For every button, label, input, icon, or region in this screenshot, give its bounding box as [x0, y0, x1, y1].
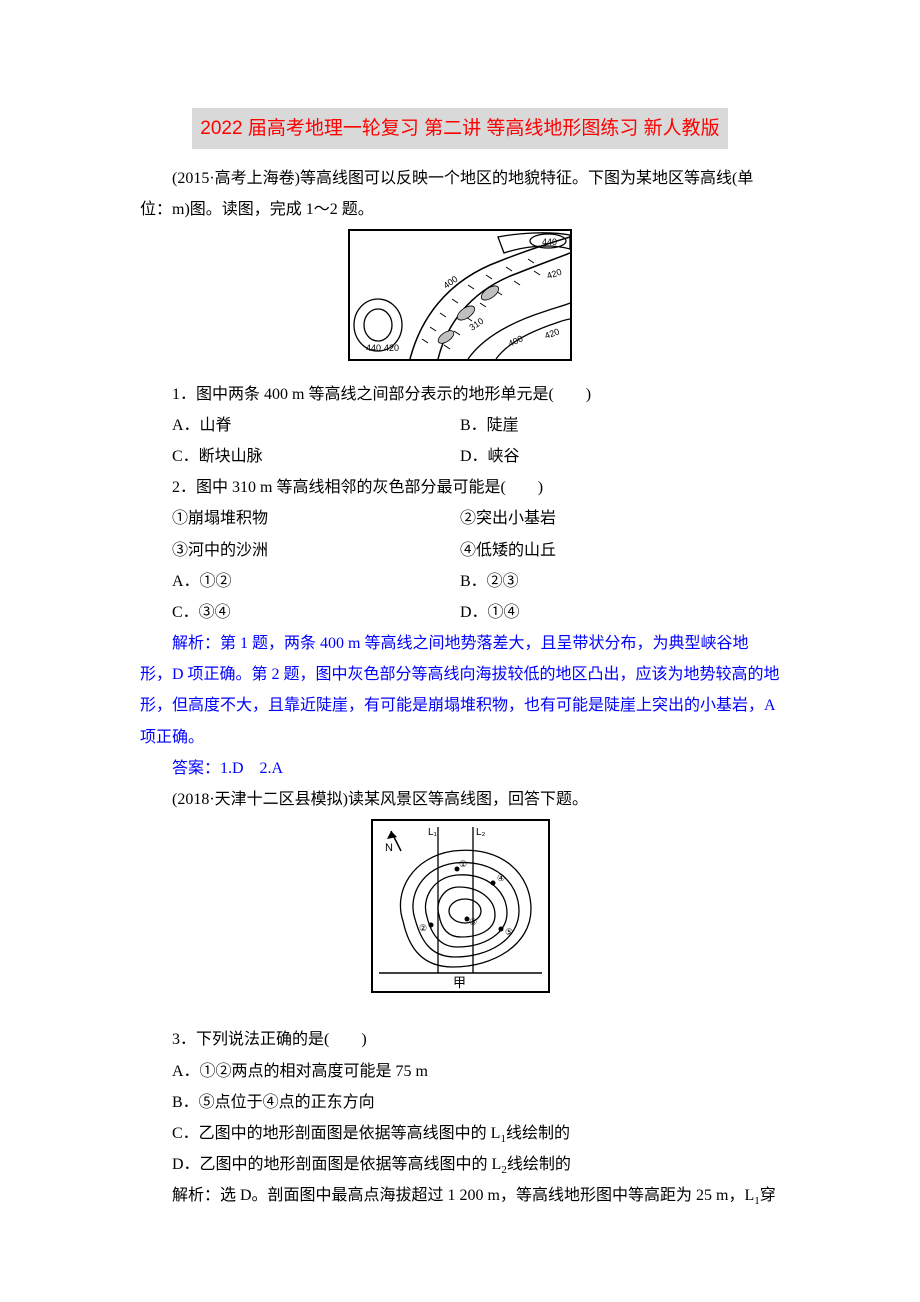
figure-2-wrap: N L₁ L₂ ① ② ③ ④: [140, 819, 780, 1004]
question-3-stem: 3．下列说法正确的是( ): [140, 1024, 780, 1055]
q2-item-4: ④低矮的山丘: [460, 535, 780, 566]
q1-option-b: B．陡崖: [460, 410, 780, 441]
svg-text:N: N: [385, 842, 393, 854]
q3c-pre: C．乙图中的地形剖面图是依据等高线图中的 L: [172, 1125, 500, 1142]
svg-text:420: 420: [384, 343, 399, 353]
question-2-items-row1: ①崩塌堆积物 ②突出小基岩: [140, 503, 780, 534]
q3-option-c: C．乙图中的地形剖面图是依据等高线图中的 L1线绘制的: [140, 1118, 780, 1149]
q3c-post: 线绘制的: [506, 1125, 570, 1142]
svg-text:440: 440: [366, 343, 381, 353]
explanation-1: 解析：第 1 题，两条 400 m 等高线之间地势落差大，且呈带状分布，为典型峡…: [140, 628, 780, 753]
q2-option-d: D．①④: [460, 597, 780, 628]
question-2-items-row2: ③河中的沙洲 ④低矮的山丘: [140, 535, 780, 566]
svg-text:L₂: L₂: [476, 827, 486, 838]
svg-text:④: ④: [497, 873, 505, 883]
question-2-options-row1: A．①② B．②③: [140, 566, 780, 597]
q3-option-d: D．乙图中的地形剖面图是依据等高线图中的 L2线绘制的: [140, 1149, 780, 1180]
document-page: 2022 届高考地理一轮复习 第二讲 等高线地形图练习 新人教版 (2015·高…: [0, 0, 920, 1302]
q3d-post: 线绘制的: [507, 1156, 571, 1173]
explanation-2: 解析：选 D。剖面图中最高点海拔超过 1 200 m，等高线地形图中等高距为 2…: [140, 1180, 780, 1211]
question-1-options-row1: A．山脊 B．陡崖: [140, 410, 780, 441]
q2-item-2: ②突出小基岩: [460, 503, 780, 534]
contour-map-2-svg: N L₁ L₂ ① ② ③ ④: [373, 821, 548, 991]
figure-1-wrap: 440 420 400 310 400 420 440 420: [140, 229, 780, 372]
q2-option-b: B．②③: [460, 566, 780, 597]
question-intro-2: (2018·天津十二区县模拟)读某风景区等高线图，回答下题。: [140, 784, 780, 815]
q2-item-1: ①崩塌堆积物: [140, 503, 460, 534]
svg-text:L₁: L₁: [428, 827, 438, 838]
contour-map-1-svg: 440 420 400 310 400 420 440 420: [350, 231, 570, 359]
svg-text:③: ③: [469, 917, 477, 927]
svg-text:440: 440: [542, 237, 557, 247]
svg-text:②: ②: [419, 923, 427, 933]
q3-option-b: B．⑤点位于④点的正东方向: [140, 1087, 780, 1118]
q3-option-a: A．①②两点的相对高度可能是 75 m: [140, 1056, 780, 1087]
question-intro-1: (2015·高考上海卷)等高线图可以反映一个地区的地貌特征。下图为某地区等高线(…: [140, 163, 780, 225]
figure-1: 440 420 400 310 400 420 440 420: [348, 229, 572, 361]
svg-text:甲: 甲: [453, 975, 466, 990]
q1-option-d: D．峡谷: [460, 441, 780, 472]
question-1-stem: 1．图中两条 400 m 等高线之间部分表示的地形单元是( ): [140, 379, 780, 410]
title-wrap: 2022 届高考地理一轮复习 第二讲 等高线地形图练习 新人教版: [140, 108, 780, 149]
question-1-options-row2: C．断块山脉 D．峡谷: [140, 441, 780, 472]
figure-2: N L₁ L₂ ① ② ③ ④: [371, 819, 550, 993]
q2-option-c: C．③④: [140, 597, 460, 628]
spacer: [140, 1010, 780, 1024]
answer-1: 答案：1.D 2.A: [140, 753, 780, 784]
q2-option-a: A．①②: [140, 566, 460, 597]
expl2-pre: 解析：选 D。剖面图中最高点海拔超过 1 200 m，等高线地形图中等高距为 2…: [172, 1187, 754, 1204]
question-2-options-row2: C．③④ D．①④: [140, 597, 780, 628]
expl2-post: 穿: [760, 1187, 776, 1204]
q3d-pre: D．乙图中的地形剖面图是依据等高线图中的 L: [172, 1156, 501, 1173]
svg-text:①: ①: [459, 859, 467, 869]
q1-option-a: A．山脊: [140, 410, 460, 441]
svg-text:⑤: ⑤: [505, 927, 513, 937]
question-2-stem: 2．图中 310 m 等高线相邻的灰色部分最可能是( ): [140, 472, 780, 503]
q1-option-c: C．断块山脉: [140, 441, 460, 472]
q2-item-3: ③河中的沙洲: [140, 535, 460, 566]
page-title: 2022 届高考地理一轮复习 第二讲 等高线地形图练习 新人教版: [192, 108, 727, 149]
